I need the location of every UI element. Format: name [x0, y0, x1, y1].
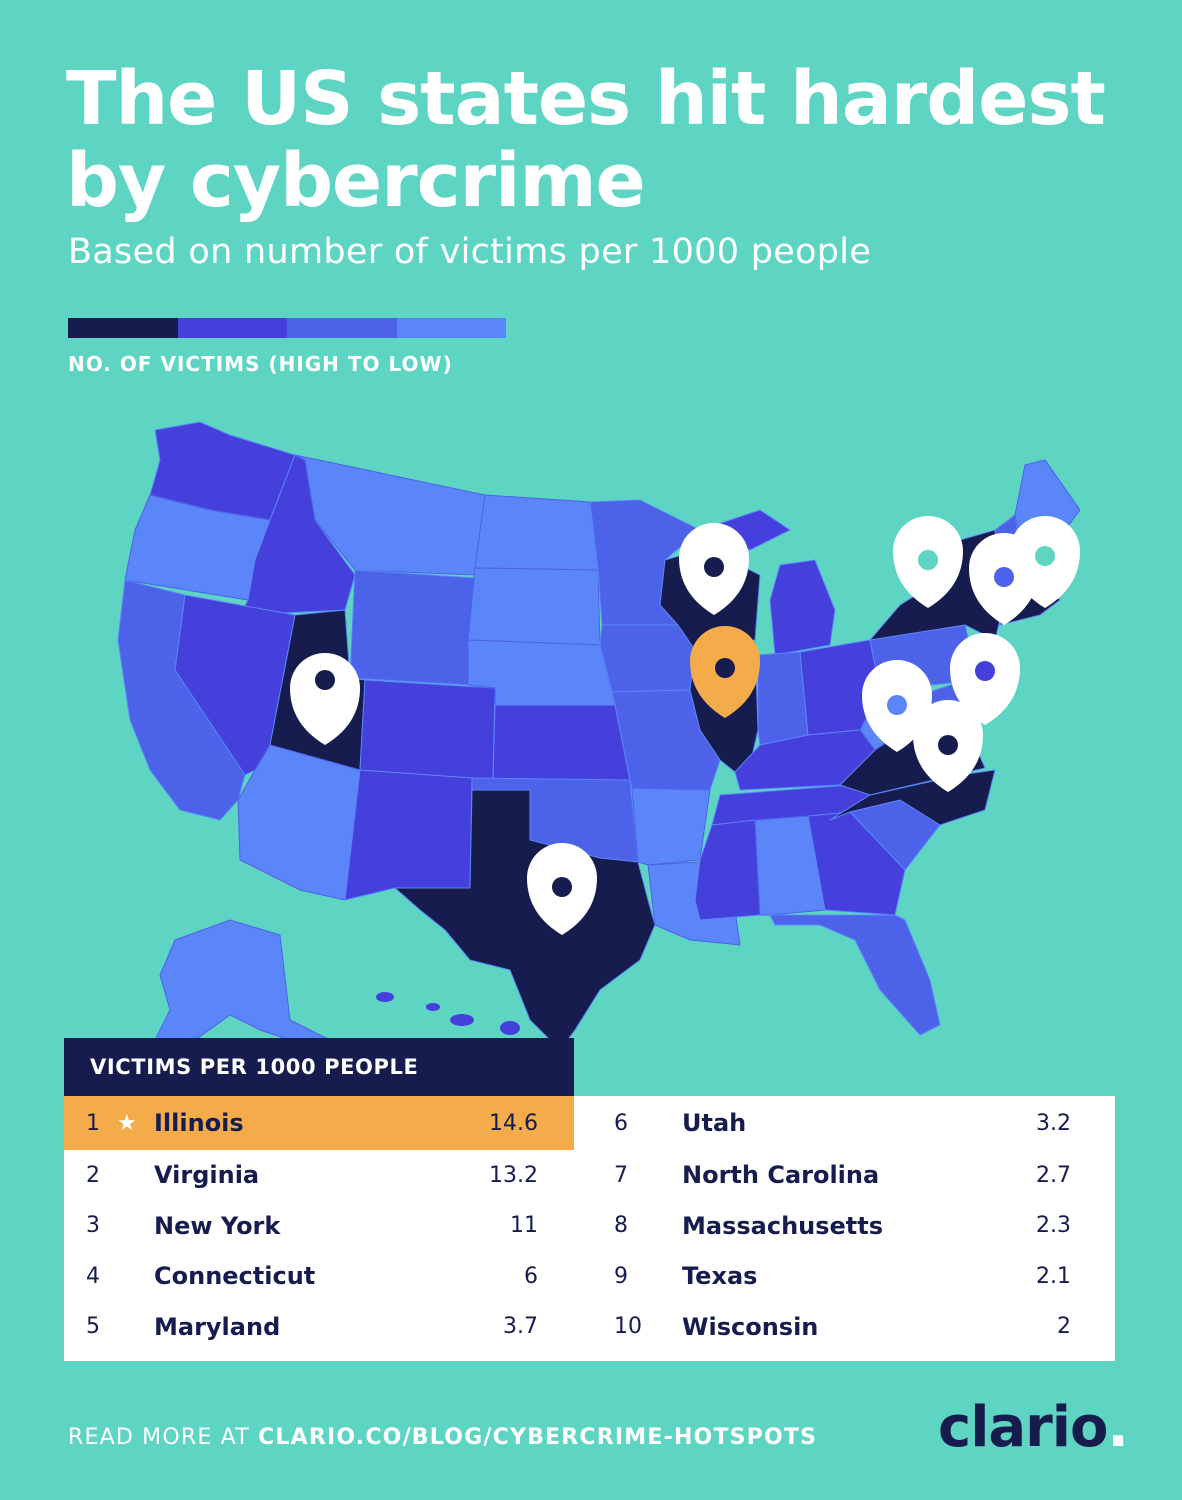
row-value: 3.7: [503, 1314, 538, 1340]
logo-dot: .: [1107, 1395, 1128, 1460]
state-new-mexico: [344, 769, 473, 901]
pin-maryland: [950, 633, 1020, 725]
legend-label: NO. OF VICTIMS (HIGH TO LOW): [68, 352, 453, 376]
pin-illinois: [690, 626, 760, 718]
row-state: Virginia: [154, 1161, 260, 1190]
table-row: 1 ★ Illinois 14.6: [64, 1096, 574, 1150]
legend-swatch-4: [396, 318, 506, 338]
table-row: 10 Wisconsin 2: [592, 1302, 1115, 1353]
row-state: New York: [154, 1211, 281, 1240]
state-colorado: [359, 679, 496, 781]
row-state: Utah: [682, 1109, 747, 1137]
row-rank: 5: [86, 1314, 100, 1340]
state-iowa: [599, 624, 696, 693]
pin-virginia: [913, 700, 983, 792]
row-state: Illinois: [154, 1109, 244, 1137]
pin-massachusetts: [1010, 516, 1080, 608]
ranking-column-right: 6 Utah 3.2 7 North Carolina 2.7 8 Massac…: [592, 1096, 1115, 1352]
table-row: 3 New York 11: [64, 1201, 574, 1252]
row-state: Maryland: [154, 1312, 281, 1341]
legend-swatch-2: [177, 318, 287, 338]
table-row: 7 North Carolina 2.7: [592, 1150, 1115, 1201]
footer-link[interactable]: CLARIO.CO/BLOG/CYBERCRIME-HOTSPOTS: [258, 1425, 818, 1450]
table-header: VICTIMS PER 1000 PEOPLE: [64, 1038, 574, 1096]
legend-color-scale: [68, 318, 506, 338]
pin-utah: [290, 653, 360, 745]
pin-new-york: [893, 516, 963, 608]
star-icon: ★: [117, 1110, 137, 1136]
state-south-dakota: [467, 567, 601, 646]
row-value: 11: [510, 1213, 538, 1239]
row-rank: 4: [86, 1263, 100, 1289]
page-subtitle: Based on number of victims per 1000 peop…: [68, 232, 872, 272]
row-rank: 7: [614, 1162, 628, 1188]
row-rank: 2: [86, 1162, 100, 1188]
logo-text: clario: [938, 1395, 1108, 1460]
row-state: Wisconsin: [682, 1312, 819, 1341]
state-hawaii: [376, 992, 520, 1035]
state-arizona: [237, 744, 361, 901]
state-alaska: [149, 919, 331, 1051]
state-indiana: [757, 651, 809, 746]
row-value: 2.3: [1036, 1213, 1071, 1239]
footer-prefix: READ MORE AT: [68, 1425, 259, 1450]
ranking-column-left: 1 ★ Illinois 14.6 2 Virginia 13.2 3 New …: [64, 1096, 574, 1352]
row-value: 3.2: [1036, 1110, 1071, 1136]
table-row: 4 Connecticut 6: [64, 1251, 574, 1302]
state-wyoming: [349, 569, 476, 686]
us-map: [0, 400, 1182, 1060]
row-value: 14.6: [489, 1110, 538, 1136]
state-texas: [393, 789, 656, 1051]
row-rank: 10: [614, 1314, 642, 1340]
row-value: 6: [524, 1263, 538, 1289]
ranking-table: 1 ★ Illinois 14.6 2 Virginia 13.2 3 New …: [64, 1096, 1115, 1361]
row-value: 2: [1057, 1314, 1071, 1340]
table-row: 5 Maryland 3.7: [64, 1302, 574, 1353]
pin-wisconsin: [679, 523, 749, 615]
state-mississippi: [694, 819, 761, 921]
legend-swatch-3: [287, 318, 397, 338]
state-alabama: [754, 815, 826, 916]
footer-read-more: READ MORE AT CLARIO.CO/BLOG/CYBERCRIME-H…: [68, 1425, 817, 1450]
state-florida: [769, 914, 941, 1036]
table-row: 9 Texas 2.1: [592, 1251, 1115, 1302]
state-kansas: [492, 704, 631, 781]
row-value: 2.7: [1036, 1162, 1071, 1188]
row-state: Texas: [682, 1262, 758, 1291]
row-value: 13.2: [489, 1162, 538, 1188]
row-value: 2.1: [1036, 1263, 1071, 1289]
table-row: 2 Virginia 13.2: [64, 1150, 574, 1201]
legend-swatch-1: [68, 318, 178, 338]
row-rank: 3: [86, 1213, 100, 1239]
table-row: 6 Utah 3.2: [592, 1096, 1115, 1150]
state-north-dakota: [474, 494, 599, 571]
row-state: Connecticut: [154, 1262, 316, 1291]
table-row: 8 Massachusetts 2.3: [592, 1201, 1115, 1252]
row-state: North Carolina: [682, 1161, 880, 1190]
row-rank: 6: [614, 1110, 628, 1136]
row-rank: 1: [86, 1110, 100, 1136]
row-state: Massachusetts: [682, 1211, 884, 1240]
page-title: The US states hit hardest by cybercrime: [66, 56, 1106, 224]
clario-logo: clario.: [938, 1395, 1129, 1460]
row-rank: 9: [614, 1263, 628, 1289]
pin-texas: [526, 842, 597, 935]
row-rank: 8: [614, 1213, 628, 1239]
state-arkansas: [631, 787, 711, 866]
